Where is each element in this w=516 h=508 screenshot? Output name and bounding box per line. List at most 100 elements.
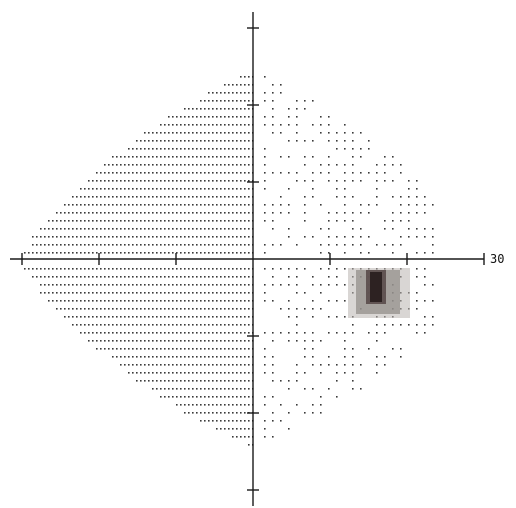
stimulus-dot [232,172,234,174]
stimulus-dot [200,388,202,390]
stimulus-dot [368,348,370,350]
stimulus-dot [272,212,274,214]
stimulus-dot [184,156,186,158]
stimulus-dot [216,364,218,366]
stimulus-dot [264,220,266,222]
stimulus-dot [144,180,146,182]
stimulus-dot [88,220,90,222]
stimulus-dot [40,236,42,238]
axis-label-30: 30 [490,252,504,266]
stimulus-dot [132,332,134,334]
stimulus-dot [64,276,66,278]
stimulus-dot [352,156,354,158]
stimulus-dot [220,148,222,150]
stimulus-dot [204,404,206,406]
stimulus-dot [272,372,274,374]
stimulus-dot [240,316,242,318]
stimulus-dot [344,316,346,318]
stimulus-dot [344,268,346,270]
stimulus-dot [212,244,214,246]
stimulus-dot [168,140,170,142]
stimulus-dot [180,276,182,278]
stimulus-dot [240,340,242,342]
stimulus-dot [148,276,150,278]
stimulus-dot [152,332,154,334]
stimulus-dot [128,300,130,302]
stimulus-dot [236,212,238,214]
stimulus-dot [328,116,330,118]
stimulus-dot [344,204,346,206]
stimulus-dot [232,436,234,438]
stimulus-dot [236,180,238,182]
stimulus-dot [192,308,194,310]
stimulus-dot [188,244,190,246]
stimulus-dot [192,388,194,390]
stimulus-dot [200,148,202,150]
stimulus-dot [248,236,250,238]
stimulus-dot [240,156,242,158]
stimulus-dot [336,140,338,142]
stimulus-dot [296,100,298,102]
stimulus-dot [100,268,102,270]
stimulus-dot [108,348,110,350]
stimulus-dot [224,212,226,214]
stimulus-dot [328,156,330,158]
stimulus-dot [128,308,130,310]
stimulus-dot [220,292,222,294]
stimulus-dot [64,268,66,270]
stimulus-dot [72,196,74,198]
stimulus-dot [164,388,166,390]
stimulus-dot [92,316,94,318]
stimulus-dot [204,188,206,190]
stimulus-dot [152,196,154,198]
stimulus-dot [88,300,90,302]
stimulus-dot [164,308,166,310]
stimulus-dot [236,380,238,382]
stimulus-dot [384,332,386,334]
stimulus-dot [236,108,238,110]
stimulus-dot [88,268,90,270]
stimulus-dot [148,244,150,246]
stimulus-dot [312,364,314,366]
stimulus-dot [328,220,330,222]
stimulus-dot [272,132,274,134]
stimulus-dot [180,308,182,310]
stimulus-dot [116,348,118,350]
stimulus-dot [180,228,182,230]
stimulus-dot [368,140,370,142]
stimulus-dot [204,164,206,166]
stimulus-dot [196,388,198,390]
stimulus-dot [76,244,78,246]
stimulus-dot [248,204,250,206]
stimulus-dot [204,252,206,254]
stimulus-dot [232,380,234,382]
stimulus-dot [244,428,246,430]
stimulus-dot [244,356,246,358]
stimulus-dot [168,220,170,222]
stimulus-dot [304,412,306,414]
stimulus-dot [168,276,170,278]
stimulus-dot [92,188,94,190]
stimulus-dot [200,276,202,278]
stimulus-dot [408,204,410,206]
stimulus-dot [224,220,226,222]
stimulus-dot [244,380,246,382]
stimulus-dot [148,204,150,206]
stimulus-dot [216,156,218,158]
stimulus-dot [84,300,86,302]
stimulus-dot [216,268,218,270]
stimulus-dot [36,244,38,246]
stimulus-dot [100,196,102,198]
stimulus-dot [336,164,338,166]
stimulus-dot [240,388,242,390]
stimulus-dot [220,164,222,166]
stimulus-dot [160,388,162,390]
stimulus-dot [128,172,130,174]
stimulus-dot [352,132,354,134]
stimulus-dot [192,348,194,350]
stimulus-dot [272,332,274,334]
stimulus-dot [212,220,214,222]
stimulus-dot [80,244,82,246]
stimulus-dot [240,164,242,166]
stimulus-dot [212,276,214,278]
